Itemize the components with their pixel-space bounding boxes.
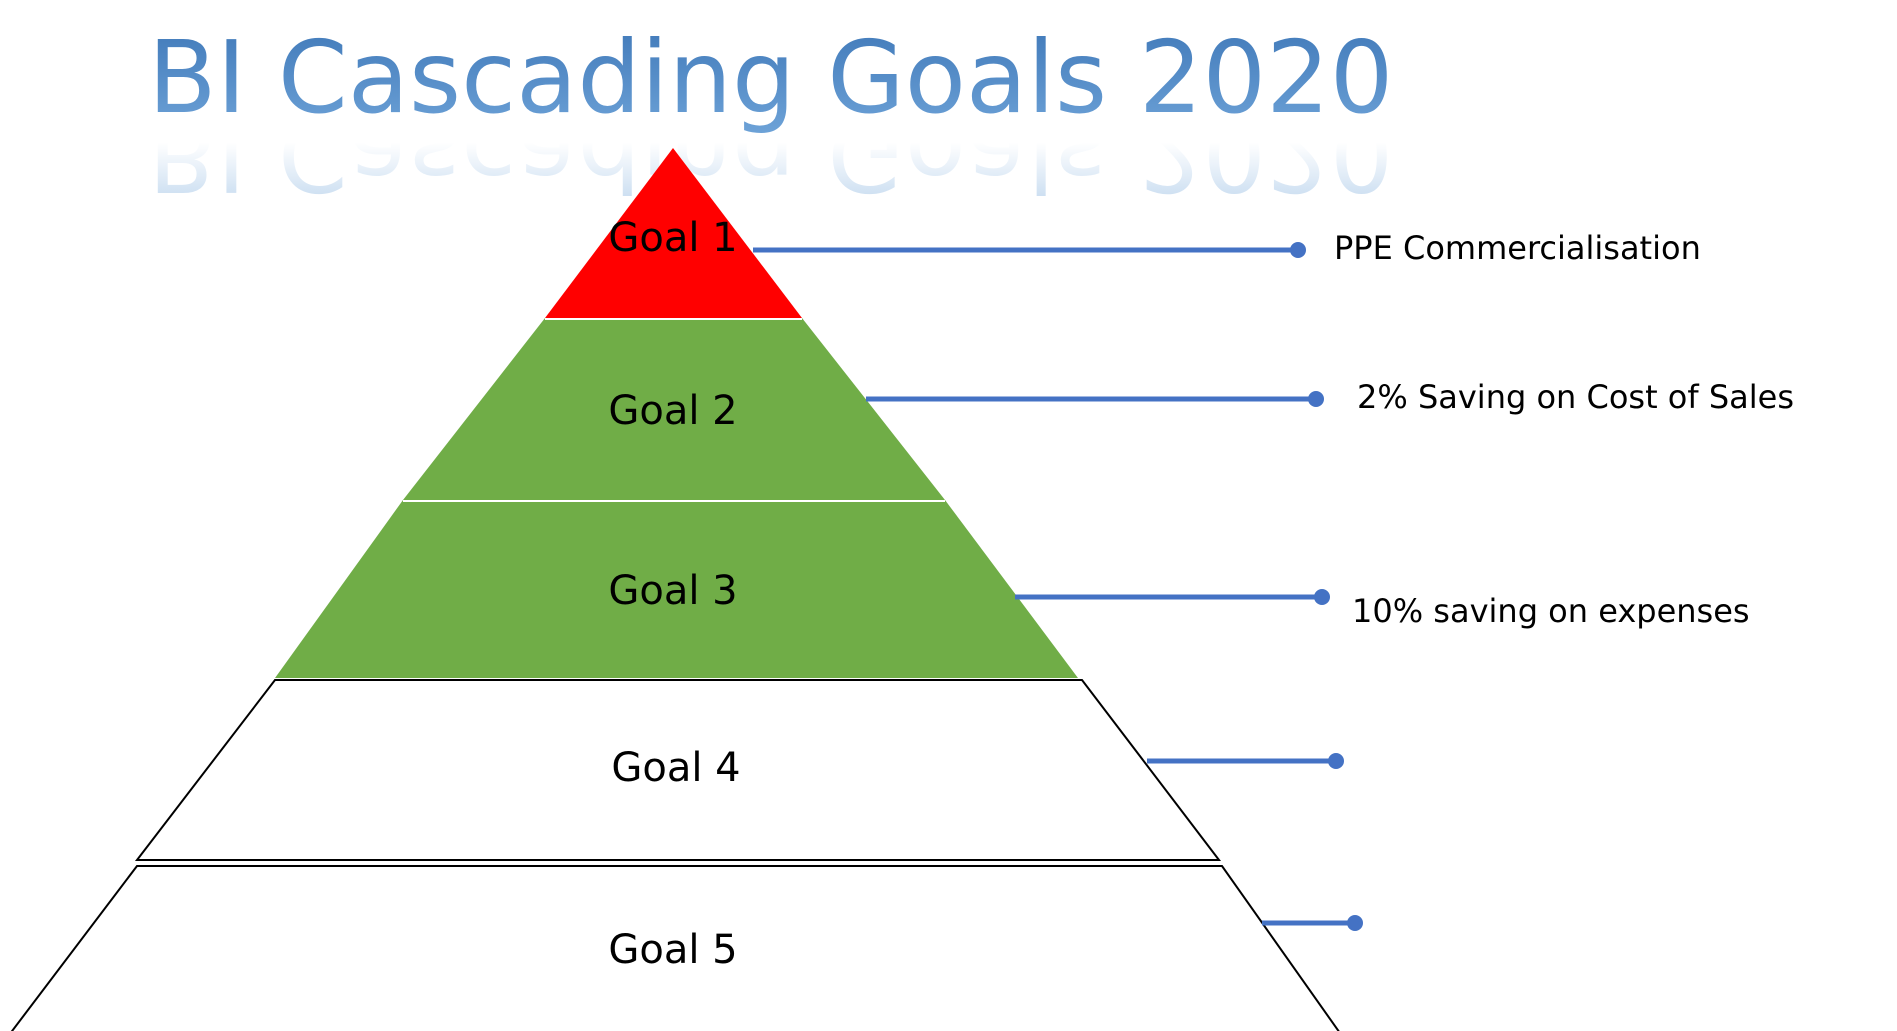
connector-goal-1-endpoint bbox=[1290, 242, 1306, 258]
goal-2-target: 2% Saving on Cost of Sales bbox=[1357, 378, 1794, 416]
goal-connectors bbox=[753, 242, 1363, 931]
goal-targets: PPE Commercialisation 2% Saving on Cost … bbox=[1334, 229, 1794, 630]
goal-3-label: Goal 3 bbox=[608, 568, 737, 614]
connector-goal-2-endpoint bbox=[1308, 391, 1324, 407]
pyramid-level-1[interactable] bbox=[545, 148, 802, 318]
connector-goal-3-endpoint bbox=[1314, 589, 1330, 605]
connector-goal-5-endpoint bbox=[1347, 915, 1363, 931]
goal-1-target: PPE Commercialisation bbox=[1334, 229, 1701, 267]
goal-3-target: 10% saving on expenses bbox=[1352, 592, 1750, 630]
pyramid-level-3[interactable] bbox=[275, 500, 1078, 678]
slide-title: BI Cascading Goals 2020 bbox=[148, 19, 1393, 136]
slide-title-reflection: BI Cascading Goals 2020 bbox=[148, 96, 1393, 213]
connector-goal-4-endpoint bbox=[1328, 753, 1344, 769]
pyramid-level-5[interactable] bbox=[3, 865, 1347, 1031]
goal-1-label: Goal 1 bbox=[608, 215, 737, 261]
pyramid: Goal 1 Goal 2 Goal 3 Goal 4 Goal 5 bbox=[3, 148, 1347, 1031]
slide-title-group: BI Cascading Goals 2020 BI Cascading Goa… bbox=[148, 19, 1393, 213]
goal-2-label: Goal 2 bbox=[608, 388, 737, 434]
pyramid-level-2[interactable] bbox=[403, 318, 945, 500]
pyramid-level-4[interactable] bbox=[134, 679, 1222, 861]
goal-4-label: Goal 4 bbox=[611, 745, 740, 791]
goal-5-label: Goal 5 bbox=[608, 927, 737, 973]
